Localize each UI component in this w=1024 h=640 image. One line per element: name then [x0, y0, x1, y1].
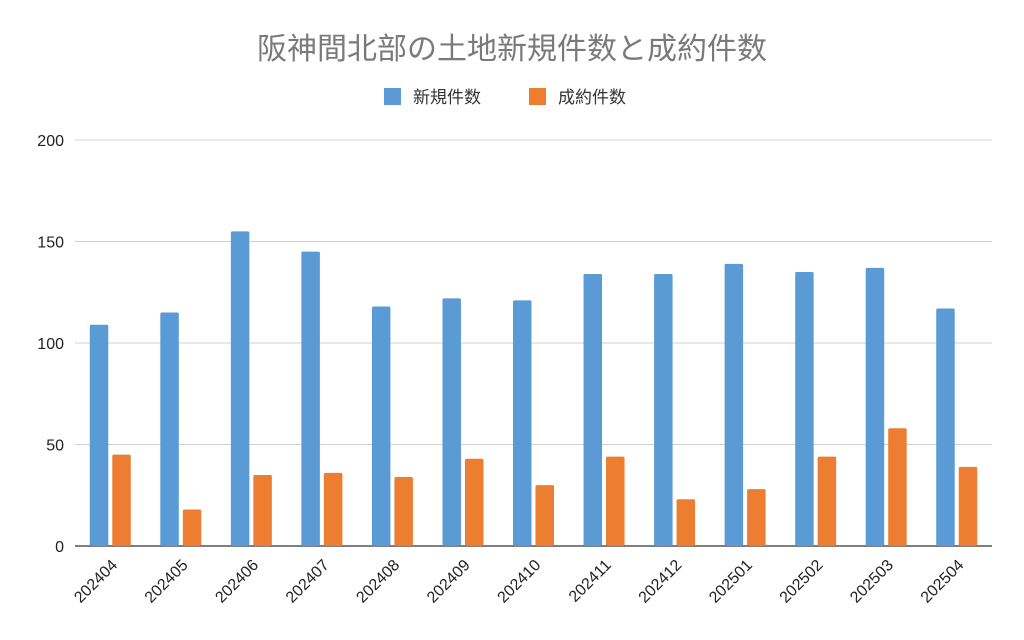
bar-new-202405: [160, 312, 179, 546]
x-axis: 202404 202405 202406 202407 202408 202409 2024…: [71, 557, 967, 607]
bar-closed-202412: [676, 499, 696, 546]
bar-closed-202504: [958, 466, 978, 546]
bar-closed-202404: [112, 454, 131, 546]
legend-swatch-closed: [529, 88, 546, 105]
bar-closed-202407: [323, 472, 343, 546]
x-tick-label: 202412: [636, 557, 686, 607]
bar-new-202501: [724, 263, 744, 546]
gridlines: [75, 139, 992, 547]
bar-closed-202408: [394, 476, 413, 546]
bar-new-202406: [230, 231, 250, 546]
x-tick-label: 202407: [283, 557, 333, 607]
bar-new-202412: [654, 273, 673, 546]
bar-new-202410: [513, 300, 532, 546]
legend-swatch-new: [384, 88, 401, 105]
bars: [89, 231, 978, 546]
bar-closed-202406: [253, 474, 272, 546]
legend: 新規件数 成約件数: [384, 88, 626, 108]
x-tick-label: 202410: [495, 557, 545, 607]
x-tick-label: 202409: [424, 557, 474, 607]
bar-closed-202501: [747, 489, 766, 546]
y-tick-label: 200: [37, 133, 64, 150]
y-axis: 0 50 100 150 200: [37, 133, 64, 556]
bar-new-202502: [795, 271, 814, 546]
bar-new-202409: [442, 298, 461, 546]
bar-closed-202503: [888, 428, 907, 546]
x-tick-label: 202405: [142, 557, 192, 607]
bar-closed-202405: [182, 509, 202, 546]
x-tick-label: 202404: [71, 557, 121, 607]
bar-closed-202409: [464, 458, 484, 546]
y-tick-label: 150: [37, 235, 64, 252]
bar-closed-202411: [606, 456, 625, 546]
x-tick-label: 202408: [353, 557, 403, 607]
bar-new-202503: [865, 267, 885, 546]
legend-label-closed: 成約件数: [558, 88, 626, 108]
chart-title: 阪神間北部の土地新規件数と成約件数: [257, 32, 767, 67]
y-tick-label: 50: [46, 438, 64, 455]
bar-new-202411: [583, 273, 603, 546]
bar-closed-202410: [535, 485, 554, 546]
y-tick-label: 100: [37, 336, 64, 353]
bar-new-202407: [301, 251, 320, 546]
x-tick-label: 202406: [212, 557, 262, 607]
bar-new-202504: [936, 308, 955, 546]
bar-closed-202502: [817, 456, 837, 546]
x-tick-label: 202503: [847, 557, 897, 607]
bar-new-202404: [89, 324, 109, 546]
y-tick-label: 0: [55, 539, 64, 556]
legend-label-new: 新規件数: [413, 88, 481, 108]
bar-new-202408: [371, 306, 391, 546]
x-tick-label: 202504: [918, 557, 968, 607]
x-tick-label: 202502: [777, 557, 827, 607]
x-tick-label: 202411: [566, 557, 615, 606]
x-tick-label: 202501: [706, 557, 756, 607]
